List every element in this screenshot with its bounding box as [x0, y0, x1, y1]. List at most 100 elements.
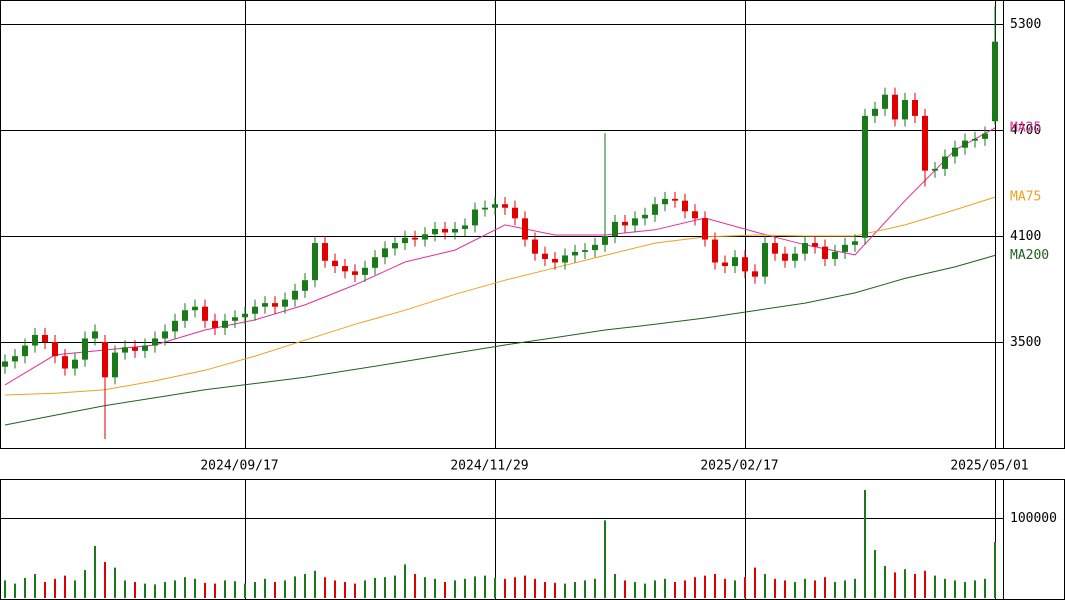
volume-bar	[624, 580, 626, 598]
candle-body	[702, 218, 708, 240]
volume-bar	[584, 580, 586, 598]
volume-bar	[54, 578, 56, 598]
candle-body	[422, 234, 428, 240]
candle-body	[762, 243, 768, 277]
x-tick-label: 2025/05/01	[950, 459, 1028, 474]
volume-bar	[994, 542, 996, 598]
volume-bar	[884, 566, 886, 598]
candle-body	[592, 244, 598, 251]
volume-bar	[704, 575, 706, 598]
candle-body	[612, 221, 618, 237]
candle-body	[752, 271, 758, 277]
candle-body	[682, 200, 688, 212]
candle-body	[932, 168, 938, 171]
candle-body	[582, 250, 588, 252]
volume-bar	[284, 580, 286, 598]
candle-body	[642, 214, 648, 219]
candle-body	[602, 236, 608, 245]
volume-bar	[334, 580, 336, 598]
volume-bar	[664, 578, 666, 598]
volume-bar	[14, 583, 16, 598]
candle-body	[672, 198, 678, 201]
candle-body	[912, 99, 918, 116]
candle-body	[882, 94, 888, 109]
candle-body	[132, 347, 138, 351]
candle-body	[512, 207, 518, 219]
candle-body	[182, 310, 188, 321]
candle-body	[162, 331, 168, 339]
candle-body	[542, 253, 548, 259]
candle-body	[742, 257, 748, 272]
volume-bar	[544, 582, 546, 598]
volume-bar	[824, 577, 826, 598]
volume-bar	[114, 567, 116, 598]
volume-bar	[844, 580, 846, 598]
volume-bar	[634, 582, 636, 598]
candle-body	[852, 241, 858, 245]
candle-body	[972, 138, 978, 141]
candle-body	[332, 260, 338, 267]
volume-bar	[394, 575, 396, 598]
volume-bar	[654, 580, 656, 598]
volume-bar	[494, 578, 496, 598]
candle-body	[292, 290, 298, 300]
candle-body	[732, 257, 738, 267]
candle-body	[112, 352, 118, 378]
candle-body	[412, 237, 418, 240]
volume-bar	[24, 578, 26, 598]
volume-bar	[814, 580, 816, 598]
candle-body	[322, 243, 328, 261]
candle-body	[712, 239, 718, 263]
volume-bar	[714, 574, 716, 598]
volume-bar	[764, 574, 766, 598]
candle-body	[832, 251, 838, 259]
candle-body	[802, 243, 808, 254]
candle-body	[212, 320, 218, 328]
volume-bar	[754, 567, 756, 598]
candle-body	[432, 228, 438, 235]
volume-bar	[594, 578, 596, 598]
volume-bar	[404, 564, 406, 598]
volume-bar	[694, 577, 696, 598]
candle-body	[32, 334, 38, 346]
candle-body	[462, 225, 468, 229]
y-tick-label: 4100	[1010, 229, 1041, 244]
volume-bar	[784, 580, 786, 598]
candle-body	[272, 303, 278, 307]
candle-body	[952, 147, 958, 157]
volume-bar	[34, 574, 36, 598]
volume-bar	[484, 575, 486, 598]
candle-body	[922, 115, 928, 171]
volume-bar	[324, 577, 326, 598]
volume-bar	[904, 569, 906, 598]
volume-bar	[614, 574, 616, 598]
candle-body	[842, 244, 848, 252]
candle-body	[312, 243, 318, 281]
volume-bar	[524, 575, 526, 598]
volume-bar	[834, 582, 836, 598]
volume-bar	[724, 578, 726, 598]
volume-bar	[604, 520, 606, 598]
volume-bar	[244, 583, 246, 598]
volume-bar	[864, 490, 866, 598]
candle-body	[442, 228, 448, 233]
candle-body	[622, 221, 628, 226]
candle-body	[892, 94, 898, 120]
candle-body	[192, 306, 198, 311]
volume-bar	[794, 582, 796, 598]
volume-bar	[514, 577, 516, 598]
candle-body	[572, 251, 578, 256]
candle-body	[482, 207, 488, 210]
candle-body	[202, 306, 208, 321]
candle-body	[492, 204, 498, 208]
candle-body	[982, 133, 988, 139]
candle-body	[102, 342, 108, 378]
volume-bar	[374, 578, 376, 598]
volume-bar	[574, 582, 576, 598]
volume-bar	[94, 546, 96, 598]
volume-bar	[424, 577, 426, 598]
volume-bar	[774, 578, 776, 598]
candle-body	[62, 356, 68, 369]
volume-bar	[154, 584, 156, 598]
